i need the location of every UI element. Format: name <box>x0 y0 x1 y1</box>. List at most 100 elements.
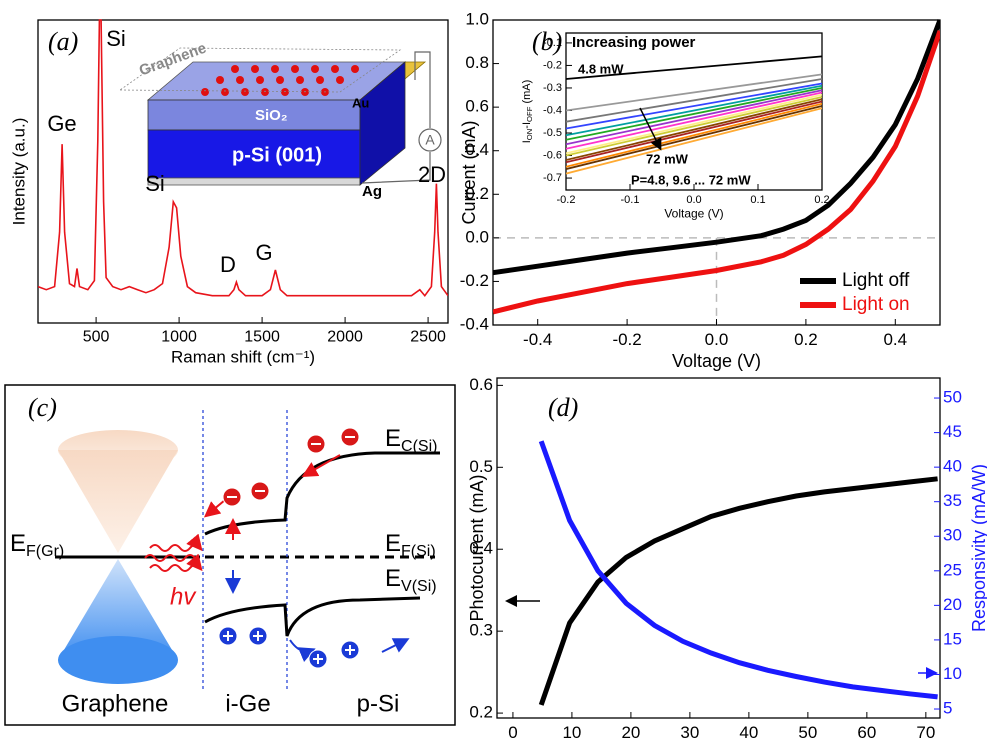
y-axis-label-part: -I <box>521 122 533 129</box>
x-tick-label: 0.2 <box>814 194 829 206</box>
y-tick-label: 0.0 <box>465 227 489 246</box>
energy-level: EF(Gr) <box>10 530 64 560</box>
y-tick-label: 1.0 <box>465 9 489 28</box>
y-axis-label: Photocurrent (mA) <box>467 474 487 621</box>
legend-label: Light off <box>842 270 910 291</box>
y2-tick-label: 5 <box>943 699 952 718</box>
layer-label: i-Ge <box>225 690 270 717</box>
x-tick-label: 2500 <box>410 329 446 346</box>
y-tick-label: -0.4 <box>543 104 562 116</box>
y-axis-label: ION-IOFF (mA) <box>521 80 534 144</box>
energy-level: EC(Si) <box>385 425 437 455</box>
peak-label: Si <box>145 171 165 196</box>
x-tick-label: -0.4 <box>523 330 552 349</box>
legend-label: Light on <box>842 294 910 315</box>
layer-label: Graphene <box>62 690 169 717</box>
panel-label: (d) <box>548 393 578 422</box>
figure: 5001000150020002500Raman shift (cm⁻¹)Int… <box>0 0 987 740</box>
energy-level: EF(Si) <box>385 530 436 560</box>
y2-tick-label: 10 <box>943 664 962 683</box>
energy-level-sub: F(Gr) <box>26 543 64 560</box>
inset-annotation: 4.8 mW <box>578 61 624 76</box>
energy-level-main: E <box>385 530 401 557</box>
energy-level-sub: V(Si) <box>401 578 437 595</box>
y-tick-label: -0.4 <box>460 314 489 333</box>
energy-level-sub: C(Si) <box>401 438 437 455</box>
energy-level: EV(Si) <box>385 565 437 595</box>
device-label: A <box>425 132 435 148</box>
y-tick-label: 0.5 <box>469 457 493 476</box>
y2-tick-label: 50 <box>943 388 962 407</box>
x-tick-label: 20 <box>621 723 640 740</box>
x-tick-label: -0.2 <box>557 194 576 206</box>
y-axis-label-part: ON <box>525 129 534 141</box>
device-label: SiO₂ <box>255 107 288 124</box>
y-tick-label: 0.8 <box>465 53 489 72</box>
x-tick-label: 60 <box>857 723 876 740</box>
y-tick-label: -0.6 <box>543 149 562 161</box>
y-tick-label: 0.3 <box>469 621 493 640</box>
x-tick-label: -0.1 <box>621 194 640 206</box>
x-axis-label: Voltage (V) <box>664 206 723 220</box>
y-axis-label-part: OFF <box>525 106 534 122</box>
panel-label: (a) <box>48 27 78 56</box>
x-tick-label: 10 <box>562 723 581 740</box>
y2-axis-label: Responsivity (mA/W) <box>969 464 987 632</box>
y-tick-label: -0.2 <box>543 59 562 71</box>
x-tick-label: 0.1 <box>750 194 765 206</box>
panel-label: (c) <box>28 393 57 422</box>
x-axis-label: Voltage (V) <box>672 351 761 371</box>
x-tick-label: 40 <box>739 723 758 740</box>
y2-tick-label: 20 <box>943 595 962 614</box>
y-axis-label: Intensity (a.u.) <box>9 118 28 226</box>
y2-tick-label: 25 <box>943 560 962 579</box>
x-tick-label: 0.0 <box>705 330 729 349</box>
device-label: p-Si (001) <box>232 144 322 166</box>
y-tick-label: -0.1 <box>543 37 562 49</box>
y-tick-label: 0.2 <box>469 703 493 722</box>
y-axis-label: Current (mA) <box>459 120 479 224</box>
plot-frame <box>497 378 940 718</box>
x-tick-label: 0.2 <box>794 330 818 349</box>
x-tick-label: 50 <box>798 723 817 740</box>
data-line <box>541 479 937 705</box>
x-tick-label: 70 <box>916 723 935 740</box>
x-tick-label: 0 <box>508 723 517 740</box>
y-tick-label: 0.6 <box>465 97 489 116</box>
energy-level-main: E <box>385 425 401 452</box>
x-tick-label: 0.0 <box>686 194 701 206</box>
x-tick-label: 1000 <box>161 329 197 346</box>
energy-level-main: E <box>10 530 26 557</box>
y2-tick-label: 30 <box>943 526 962 545</box>
y-tick-label: -0.5 <box>543 127 562 139</box>
y2-tick-label: 40 <box>943 457 962 476</box>
y-tick-label: -0.3 <box>543 82 562 94</box>
photon-label: hv <box>170 583 197 610</box>
peak-label: Ge <box>47 111 76 136</box>
energy-level-main: E <box>385 565 401 592</box>
peak-label: D <box>220 252 236 277</box>
x-tick-label: 30 <box>680 723 699 740</box>
energy-level-sub: F(Si) <box>401 543 436 560</box>
peak-label: Si <box>106 26 126 51</box>
y-tick-label: -0.7 <box>543 172 562 184</box>
device-label: Ag <box>362 183 382 200</box>
y2-tick-label: 45 <box>943 422 962 441</box>
device-label: Au <box>352 95 369 110</box>
x-tick-label: 1500 <box>244 329 280 346</box>
x-tick-label: 500 <box>83 329 110 346</box>
y-tick-label: 0.6 <box>469 375 493 394</box>
x-tick-label: 2000 <box>327 329 363 346</box>
inset-title: Increasing power <box>572 34 696 51</box>
y-axis-label-part: (mA) <box>521 80 533 107</box>
layer-label: p-Si <box>357 690 400 717</box>
y2-tick-label: 15 <box>943 629 962 648</box>
x-axis-label: Raman shift (cm⁻¹) <box>171 348 315 367</box>
peak-label: G <box>255 240 272 265</box>
y2-tick-label: 35 <box>943 491 962 510</box>
inset-annotation: 72 mW <box>646 151 689 166</box>
inset-annotation: P=4.8, 9.6 ... 72 mW <box>631 172 751 187</box>
peak-label: 2D <box>418 162 446 187</box>
x-tick-label: -0.2 <box>612 330 641 349</box>
x-tick-label: 0.4 <box>883 330 907 349</box>
